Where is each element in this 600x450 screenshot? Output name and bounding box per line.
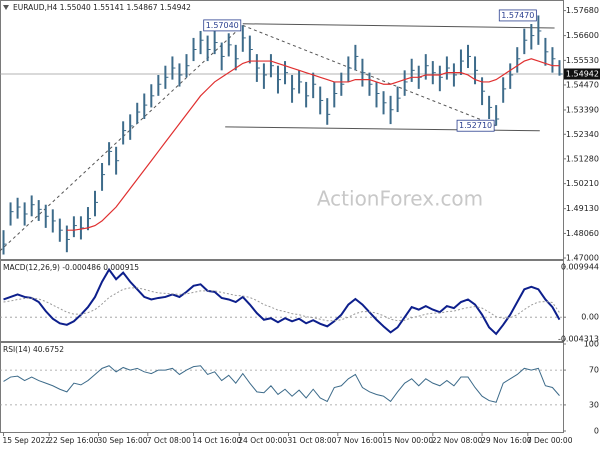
- x-tick-label: 29 Nov 16:00: [481, 436, 532, 445]
- x-tick-label: 15 Nov 00:00: [383, 436, 434, 445]
- last-price-label: 1.54942: [566, 70, 599, 79]
- annotation-box: [456, 119, 495, 132]
- last-price-tag: [564, 68, 600, 80]
- x-tick-label: 22 Sep 16:00: [48, 436, 98, 445]
- y-tick-label: 0: [594, 427, 599, 436]
- x-tick-label: 7 Nov 16:00: [337, 436, 383, 445]
- y-tick-label: 1.49130: [566, 204, 599, 213]
- x-tick-label: 14 Oct 16:00: [193, 436, 242, 445]
- x-tick-label: 7 Oct 08:00: [147, 436, 191, 445]
- panel-title: RSI(14) 40.6752: [3, 345, 64, 354]
- indicator-line: [3, 365, 560, 403]
- y-tick-label: 0.00: [581, 313, 599, 322]
- annotation-box: [498, 9, 537, 22]
- y-tick-label: 30: [589, 400, 599, 409]
- trend-line: [0, 25, 244, 252]
- panel-frame: [0, 0, 564, 260]
- x-tick-label: 24 Oct 00:00: [238, 436, 287, 445]
- y-tick-label: -0.004313: [558, 335, 599, 344]
- y-tick-label: 1.54470: [566, 80, 599, 89]
- y-tick-label: 1.47000: [566, 254, 599, 263]
- annotation-label: 1.57040: [206, 21, 239, 30]
- annotation-label: 1.52710: [459, 121, 492, 130]
- y-tick-label: 1.50210: [566, 179, 599, 188]
- indicator-line: [3, 267, 561, 336]
- y-tick-label: 1.48060: [566, 229, 599, 238]
- x-tick-label: 22 Nov 08:00: [432, 436, 483, 445]
- y-tick-label: 100: [584, 340, 599, 349]
- indicator-line: [3, 287, 560, 322]
- y-tick-label: 1.56600: [566, 31, 599, 40]
- moving-average: [66, 58, 560, 231]
- y-tick-label: 1.57680: [566, 6, 599, 15]
- y-tick-label: 70: [589, 366, 599, 375]
- annotation-label: 1.57470: [501, 11, 534, 20]
- y-tick-label: 0.009944: [561, 262, 599, 271]
- y-tick-label: 1.55530: [566, 56, 599, 65]
- watermark: ActionForex.com: [317, 187, 483, 211]
- y-tick-label: 1.53390: [566, 105, 599, 114]
- symbol-icon: [3, 5, 9, 10]
- x-tick-label: 7 Dec 00:00: [527, 436, 573, 445]
- trend-line: [242, 23, 555, 29]
- x-tick-label: 31 Oct 08:00: [288, 436, 337, 445]
- y-tick-label: 1.52340: [566, 130, 599, 139]
- panel-title: EURAUD,H4 1.55040 1.55141 1.54867 1.5494…: [13, 3, 191, 12]
- panel-frame: [0, 260, 564, 342]
- x-tick-label: 30 Sep 16:00: [98, 436, 148, 445]
- x-tick-label: 15 Sep 2022: [3, 436, 51, 445]
- y-tick-label: 1.51280: [566, 154, 599, 163]
- annotation-box: [203, 19, 242, 32]
- panel-frame: [0, 342, 564, 433]
- panel-title: MACD(12,26,9) -0.000486 0.000915: [3, 263, 139, 272]
